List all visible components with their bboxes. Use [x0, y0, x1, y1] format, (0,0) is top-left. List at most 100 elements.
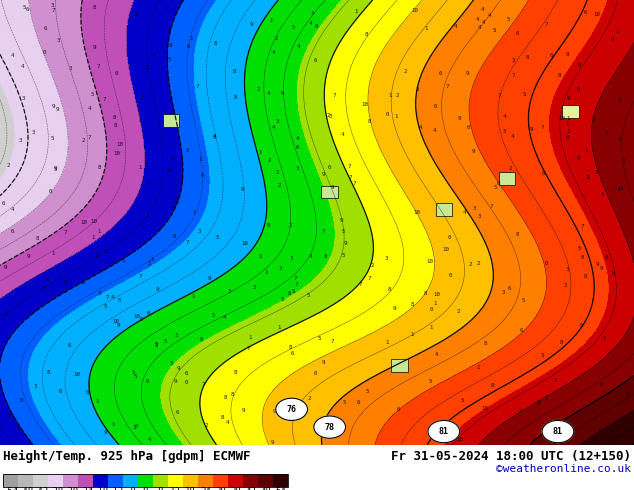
Text: 0: 0: [449, 273, 452, 278]
Text: 8: 8: [46, 370, 50, 375]
Text: 3: 3: [146, 213, 149, 218]
Text: 6: 6: [357, 400, 360, 405]
Text: 1: 1: [151, 257, 154, 262]
Text: 3: 3: [503, 129, 507, 134]
Text: 2: 2: [147, 180, 150, 185]
Text: 1: 1: [258, 150, 262, 155]
Text: 5: 5: [168, 28, 171, 33]
Text: 12: 12: [170, 488, 181, 490]
Text: 8: 8: [98, 165, 101, 170]
Text: 3: 3: [329, 114, 332, 119]
Text: 8: 8: [36, 236, 39, 242]
Text: 1: 1: [385, 340, 389, 344]
Text: 8: 8: [158, 488, 163, 490]
Text: 6: 6: [200, 173, 204, 178]
Text: 5: 5: [577, 246, 581, 251]
Text: 1: 1: [411, 332, 414, 337]
Text: 8: 8: [213, 41, 217, 46]
Text: 0: 0: [448, 235, 451, 240]
Text: 4: 4: [11, 207, 14, 212]
Text: 10: 10: [361, 102, 368, 107]
Text: 0: 0: [559, 429, 563, 434]
Text: 4: 4: [226, 420, 229, 425]
Text: 3: 3: [19, 139, 22, 144]
Text: 4: 4: [20, 64, 24, 69]
Text: 4: 4: [266, 91, 270, 96]
Text: 3: 3: [22, 96, 25, 101]
Bar: [48, 474, 63, 487]
Text: 0: 0: [576, 87, 580, 92]
Text: 2: 2: [288, 223, 292, 228]
Text: 2: 2: [327, 113, 330, 118]
Text: 3: 3: [198, 229, 201, 234]
Text: 8: 8: [233, 69, 236, 74]
Text: 9: 9: [321, 360, 325, 365]
Bar: [3, 474, 18, 487]
Text: 24: 24: [200, 488, 211, 490]
Text: 5: 5: [494, 185, 498, 190]
Text: 3: 3: [477, 214, 481, 219]
Text: 0: 0: [184, 380, 188, 385]
Text: 4: 4: [463, 210, 467, 215]
Text: -30: -30: [62, 488, 79, 490]
Text: 2: 2: [308, 396, 311, 401]
Text: 9: 9: [250, 23, 254, 27]
Text: 4: 4: [148, 438, 151, 442]
Text: 8: 8: [323, 254, 327, 259]
Text: 8: 8: [365, 32, 368, 37]
Text: 7: 7: [202, 382, 205, 387]
Text: 2: 2: [538, 400, 541, 406]
Text: 2: 2: [7, 163, 10, 168]
Text: 18: 18: [185, 488, 196, 490]
Text: 2: 2: [256, 87, 260, 92]
Text: -18: -18: [93, 488, 108, 490]
Text: 5: 5: [318, 336, 321, 342]
Text: 5: 5: [460, 398, 463, 403]
Text: 3: 3: [473, 206, 476, 211]
Text: 1: 1: [190, 36, 193, 41]
Text: 4: 4: [598, 428, 602, 433]
Text: 3: 3: [133, 425, 136, 430]
Text: 6: 6: [281, 91, 284, 96]
Text: 10: 10: [481, 406, 488, 411]
Text: 5: 5: [522, 92, 526, 98]
Text: 5: 5: [428, 379, 432, 384]
Text: 4: 4: [46, 278, 49, 283]
Text: 10: 10: [434, 292, 441, 297]
Text: 3: 3: [253, 285, 256, 290]
Text: 8: 8: [221, 415, 224, 420]
Text: 1: 1: [97, 229, 101, 234]
Bar: [228, 474, 243, 487]
Text: 0: 0: [115, 71, 118, 76]
Text: 3: 3: [278, 266, 282, 270]
Text: 8: 8: [515, 232, 519, 237]
Text: 9: 9: [457, 116, 461, 121]
Text: 1: 1: [394, 114, 398, 119]
Text: 2: 2: [276, 171, 279, 175]
Text: 4: 4: [110, 295, 114, 300]
Text: 6: 6: [433, 104, 437, 109]
Text: 6: 6: [11, 228, 15, 234]
Text: 5: 5: [507, 17, 510, 23]
Text: 10: 10: [414, 210, 421, 215]
Text: 1: 1: [434, 301, 437, 306]
Text: 2: 2: [469, 262, 472, 267]
Text: 9: 9: [344, 241, 347, 245]
Text: 5: 5: [133, 373, 137, 379]
Text: 4: 4: [295, 136, 299, 141]
Text: -42: -42: [32, 488, 49, 490]
Text: 6: 6: [64, 280, 67, 285]
Text: 4: 4: [620, 186, 624, 191]
Text: 3: 3: [95, 253, 98, 258]
Text: 1: 1: [277, 325, 281, 330]
Text: 4: 4: [476, 17, 479, 22]
Text: 3: 3: [135, 424, 138, 429]
Text: 8: 8: [583, 274, 587, 279]
Text: 3: 3: [296, 166, 299, 171]
Text: 4: 4: [319, 429, 323, 434]
Text: 9: 9: [393, 306, 396, 311]
Text: 1: 1: [258, 254, 261, 259]
Text: 7: 7: [359, 282, 363, 287]
Text: 6: 6: [58, 389, 62, 394]
Text: 8: 8: [234, 369, 238, 374]
